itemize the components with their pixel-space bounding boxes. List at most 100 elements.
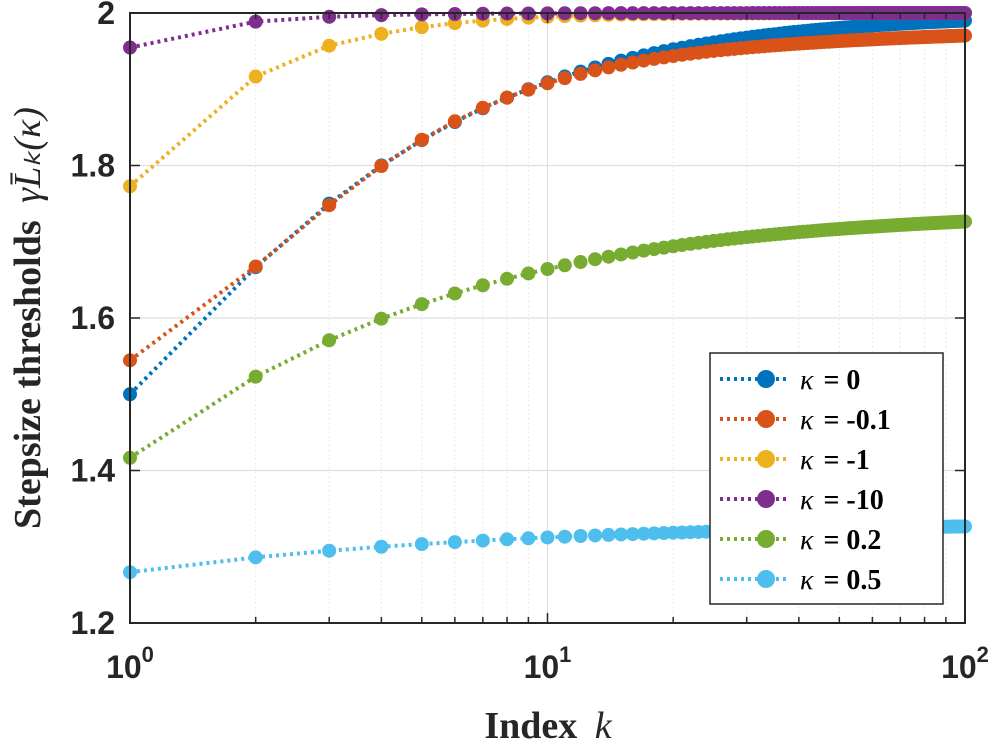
- data-point: [588, 63, 603, 78]
- data-point: [248, 550, 263, 565]
- data-point: [374, 311, 389, 326]
- data-point: [248, 369, 263, 384]
- data-point: [625, 245, 640, 260]
- x-tick-label-exponent: 0: [142, 642, 154, 667]
- data-point: [322, 333, 337, 348]
- legend-label-kappa: κ: [800, 365, 814, 396]
- legend-label: κ = 0.5: [800, 565, 881, 596]
- y-tick-label: 1.2: [71, 605, 115, 641]
- data-point: [557, 529, 572, 544]
- legend-marker: [757, 570, 775, 588]
- data-point: [374, 26, 389, 41]
- x-tick-label: 100: [106, 642, 154, 685]
- legend-label: κ = -10: [800, 485, 884, 516]
- legend-marker: [757, 450, 775, 468]
- data-point: [374, 159, 389, 174]
- data-point: [601, 249, 616, 264]
- data-point: [248, 69, 263, 84]
- legend-label: κ = 0: [800, 365, 860, 396]
- data-point: [625, 55, 640, 70]
- legend-label-value: = -10: [823, 485, 883, 516]
- y-axis-title: Stepsize thresholds γL̄ₖ(κ): [7, 107, 49, 529]
- x-axis-title: Index k: [484, 705, 612, 746]
- data-point: [601, 60, 616, 75]
- legend-entry-0: κ = 0: [720, 365, 860, 396]
- series-4: [123, 214, 972, 465]
- data-point: [588, 252, 603, 267]
- legend-marker: [757, 490, 775, 508]
- legend-label-kappa: κ: [800, 525, 814, 556]
- data-point: [475, 278, 490, 293]
- legend-label-value: = -1: [823, 445, 869, 476]
- legend-entry-5: κ = 0.5: [720, 565, 881, 596]
- data-point: [588, 528, 603, 543]
- data-point: [500, 532, 515, 547]
- data-point: [625, 527, 640, 542]
- x-tick-label-exponent: 2: [977, 642, 989, 667]
- legend-label: κ = -0.1: [800, 405, 891, 436]
- data-point: [557, 258, 572, 273]
- series-1: [123, 28, 972, 368]
- data-point: [540, 530, 555, 545]
- legend-marker: [757, 370, 775, 388]
- x-axis-title-text: Index: [484, 705, 577, 746]
- legend-entry-3: κ = -10: [720, 485, 884, 516]
- data-point: [414, 537, 429, 552]
- data-point: [322, 38, 337, 53]
- data-point: [447, 286, 462, 301]
- data-point: [500, 90, 515, 105]
- x-axis-title-var: k: [595, 705, 613, 746]
- legend-box: [709, 352, 944, 605]
- legend-label-kappa: κ: [800, 565, 814, 596]
- legend-label-value: = 0: [823, 365, 860, 396]
- legend-label-kappa: κ: [800, 485, 814, 516]
- data-point: [447, 114, 462, 129]
- data-point: [636, 53, 651, 68]
- x-tick-label: 102: [941, 642, 989, 685]
- legend-entry-4: κ = 0.2: [720, 525, 881, 556]
- data-point: [573, 529, 588, 543]
- data-point: [521, 266, 536, 281]
- legend-marker: [757, 410, 775, 428]
- data-point: [414, 297, 429, 312]
- data-point: [521, 531, 536, 546]
- legend-label-value: = -0.1: [823, 405, 890, 436]
- data-point: [614, 247, 629, 262]
- data-point: [647, 526, 662, 541]
- data-point: [414, 132, 429, 147]
- legend-label-value: = 0.5: [823, 565, 881, 596]
- legend-label-value: = 0.2: [823, 525, 881, 556]
- x-tick-label-base: 10: [106, 649, 142, 685]
- y-tick-label: 1.6: [71, 300, 115, 336]
- data-point: [540, 76, 555, 91]
- legend-label: κ = 0.2: [800, 525, 881, 556]
- data-point: [636, 526, 651, 541]
- data-point: [322, 198, 337, 213]
- data-point: [557, 71, 572, 86]
- legend-entry-1: κ = -0.1: [720, 405, 891, 436]
- data-point: [500, 271, 515, 286]
- y-axis-title-text: Stepsize thresholds: [7, 220, 49, 529]
- data-point: [573, 255, 588, 270]
- data-point: [447, 535, 462, 550]
- data-point: [414, 20, 429, 35]
- legend-entry-2: κ = -1: [720, 445, 870, 476]
- x-tick-label-base: 10: [941, 649, 977, 685]
- data-point: [374, 539, 389, 554]
- x-tick-label-exponent: 1: [559, 642, 571, 667]
- data-point: [475, 100, 490, 115]
- legend-label-kappa: κ: [800, 405, 814, 436]
- y-axis-title-math: γL̄ₖ(κ): [7, 107, 49, 203]
- data-point: [475, 533, 490, 548]
- y-tick-label: 2: [97, 0, 115, 31]
- x-tick-label: 101: [524, 642, 572, 685]
- data-point: [614, 527, 629, 542]
- data-point: [248, 259, 263, 274]
- legend-marker: [757, 530, 775, 548]
- legend: κ = 0 κ = -0.1 κ = -1 κ = -10 κ = 0.2 κ = 0.5: [709, 352, 944, 605]
- data-point: [322, 543, 337, 558]
- data-point: [540, 262, 555, 277]
- legend-label: κ = -1: [800, 445, 870, 476]
